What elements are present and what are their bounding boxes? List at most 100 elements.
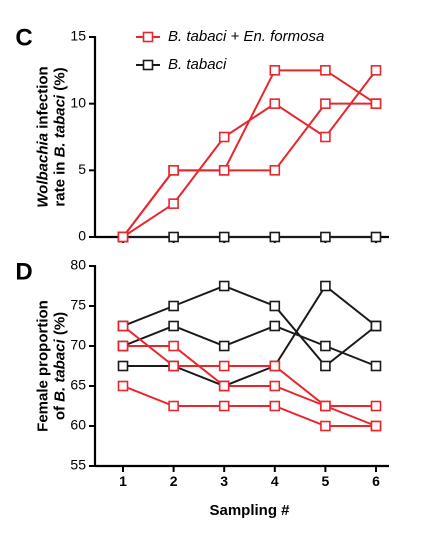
y-axis-label-segment: (%) [51,67,68,95]
data-point-treatment [269,98,281,109]
y-axis-label-segment: of [51,402,68,420]
data-point-treatment [269,65,281,76]
series-line-control [123,284,377,388]
data-point-treatment [168,340,179,352]
series-control [117,280,382,372]
y-tick-label: 60 [70,417,86,433]
y-axis-label-segment: (%) [51,312,68,340]
x-tick-label: 6 [372,473,380,489]
data-point-control [168,300,179,312]
data-point-treatment [218,131,230,143]
data-point-treatment [370,400,382,412]
y-axis-label-line: Wolbachia infection [34,66,51,207]
data-point-control [269,300,281,312]
x-tick-label: 3 [220,473,228,489]
data-point-treatment [370,420,382,432]
legend-marker [142,59,154,71]
data-point-treatment [168,198,179,209]
series-line-control [122,324,377,367]
data-point-control [320,280,331,292]
x-tick-label: 1 [119,473,127,489]
data-point-treatment [218,380,230,392]
legend-entry-control: B. tabaci [136,56,227,73]
data-point-treatment [117,320,129,332]
legend-label: B. tabaci [168,56,227,73]
panel-d-chart: D 55 60 65 70 75 80 1 2 3 4 5 6 Female proportion of B… [15,257,389,519]
y-tick-label: 55 [70,457,86,473]
data-point-treatment [168,360,179,372]
data-point-treatment [168,165,179,176]
data-point-treatment [218,360,230,372]
data-point-control [117,360,129,372]
series-line-treatment [122,325,376,407]
data-point-control [218,280,230,292]
data-point-control [370,360,382,372]
data-point-treatment [269,400,281,412]
legend: B. tabaci + En. formosa B. tabaci [136,28,324,73]
data-point-treatment [117,231,129,243]
panel-letter: D [15,258,32,285]
x-tick-label: 2 [170,473,178,489]
data-point-treatment [269,360,281,372]
data-point-treatment [370,65,382,76]
y-axis-label-segment: B. tabaci [51,338,68,401]
y-tick-label: 70 [70,337,86,353]
y-axis-label-line: of B. tabaci (%) [51,312,68,420]
y-axis-label-line: rate in B. tabaci (%) [51,67,68,206]
x-tick-label: 4 [271,473,279,489]
series-treatment [117,380,382,432]
y-tick-label: 15 [70,28,86,44]
series-line-treatment [122,102,376,238]
data-point-control [320,360,331,372]
data-point-treatment [269,165,281,176]
legend-label: B. tabaci + En. formosa [168,28,324,45]
data-point-treatment [320,131,331,143]
x-axis-label: Sampling # [209,502,290,519]
y-axis-label-segment: Wolbachia [34,133,51,208]
data-point-treatment [370,98,382,109]
data-point-treatment [320,98,331,109]
data-point-treatment [320,400,331,412]
series-treatment [117,98,382,243]
data-point-treatment [168,400,179,412]
data-point-control [320,231,331,243]
y-axis-label-segment: Female proportion [34,300,51,432]
data-point-control [269,231,281,243]
y-axis-label-line: Female proportion [34,300,51,432]
data-point-treatment [218,165,230,176]
series-line-treatment [123,345,377,427]
x-tick-label: 5 [322,473,330,489]
series-control [117,231,382,243]
series-treatment [117,340,382,432]
data-point-control [168,231,179,243]
data-point-control [218,340,230,352]
data-point-treatment [218,400,230,412]
legend-entry-treatment: B. tabaci + En. formosa [136,28,324,45]
data-point-treatment [117,340,129,352]
y-tick-label: 0 [78,228,86,244]
y-tick-label: 5 [78,161,86,177]
data-point-control [370,231,382,243]
series-line-treatment [122,69,377,238]
data-point-treatment [117,380,129,392]
series-line-control [122,284,377,368]
series-line-treatment [122,385,376,427]
series-treatment [117,65,382,243]
data-point-treatment [320,65,331,76]
y-tick-label: 65 [70,377,86,393]
data-point-control [218,231,230,243]
y-axis-label-segment: infection [34,66,51,133]
panel-letter: C [15,24,32,51]
data-point-control [370,320,382,332]
y-tick-label: 75 [70,297,86,313]
data-point-control [269,320,281,332]
y-tick-label: 80 [70,257,86,273]
data-point-treatment [269,380,281,392]
data-point-control [168,320,179,332]
y-axis-label-segment: rate in [51,157,68,206]
data-point-control [320,340,331,352]
y-tick-label: 10 [70,94,86,110]
y-axis-label-segment: B. tabaci [51,94,68,157]
